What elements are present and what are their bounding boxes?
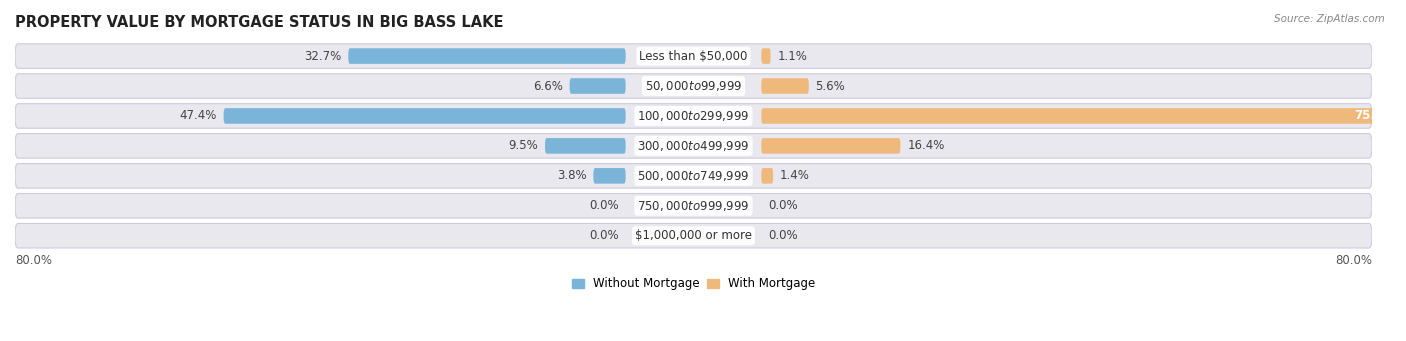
FancyBboxPatch shape [546, 138, 626, 154]
FancyBboxPatch shape [761, 138, 900, 154]
FancyBboxPatch shape [761, 108, 1402, 124]
Text: 0.0%: 0.0% [768, 199, 797, 212]
Text: 9.5%: 9.5% [509, 139, 538, 152]
FancyBboxPatch shape [15, 164, 1372, 188]
FancyBboxPatch shape [15, 74, 1372, 98]
Text: $1,000,000 or more: $1,000,000 or more [636, 229, 752, 242]
Text: 47.4%: 47.4% [180, 109, 217, 122]
Text: 1.1%: 1.1% [778, 49, 807, 63]
Text: 0.0%: 0.0% [768, 229, 797, 242]
Text: 0.0%: 0.0% [589, 229, 619, 242]
FancyBboxPatch shape [15, 104, 1372, 128]
FancyBboxPatch shape [224, 108, 626, 124]
FancyBboxPatch shape [761, 48, 770, 64]
FancyBboxPatch shape [761, 78, 808, 94]
FancyBboxPatch shape [15, 223, 1372, 248]
Text: 6.6%: 6.6% [533, 79, 562, 92]
Text: 3.8%: 3.8% [557, 169, 586, 182]
Text: Less than $50,000: Less than $50,000 [640, 49, 748, 63]
Text: 80.0%: 80.0% [1334, 254, 1372, 267]
Legend: Without Mortgage, With Mortgage: Without Mortgage, With Mortgage [567, 273, 820, 295]
FancyBboxPatch shape [569, 78, 626, 94]
FancyBboxPatch shape [349, 48, 626, 64]
Text: $100,000 to $299,999: $100,000 to $299,999 [637, 109, 749, 123]
Text: 0.0%: 0.0% [589, 199, 619, 212]
Text: PROPERTY VALUE BY MORTGAGE STATUS IN BIG BASS LAKE: PROPERTY VALUE BY MORTGAGE STATUS IN BIG… [15, 15, 503, 30]
Text: $50,000 to $99,999: $50,000 to $99,999 [645, 79, 742, 93]
FancyBboxPatch shape [15, 193, 1372, 218]
Text: $750,000 to $999,999: $750,000 to $999,999 [637, 199, 749, 213]
Text: $500,000 to $749,999: $500,000 to $749,999 [637, 169, 749, 183]
Text: 1.4%: 1.4% [780, 169, 810, 182]
Text: $300,000 to $499,999: $300,000 to $499,999 [637, 139, 749, 153]
Text: 80.0%: 80.0% [15, 254, 52, 267]
FancyBboxPatch shape [593, 168, 626, 183]
Text: 32.7%: 32.7% [304, 49, 342, 63]
Text: 75.6%: 75.6% [1354, 109, 1396, 122]
FancyBboxPatch shape [15, 44, 1372, 68]
Text: 16.4%: 16.4% [907, 139, 945, 152]
FancyBboxPatch shape [761, 168, 773, 183]
Text: 5.6%: 5.6% [815, 79, 845, 92]
Text: Source: ZipAtlas.com: Source: ZipAtlas.com [1274, 14, 1385, 24]
FancyBboxPatch shape [15, 134, 1372, 158]
